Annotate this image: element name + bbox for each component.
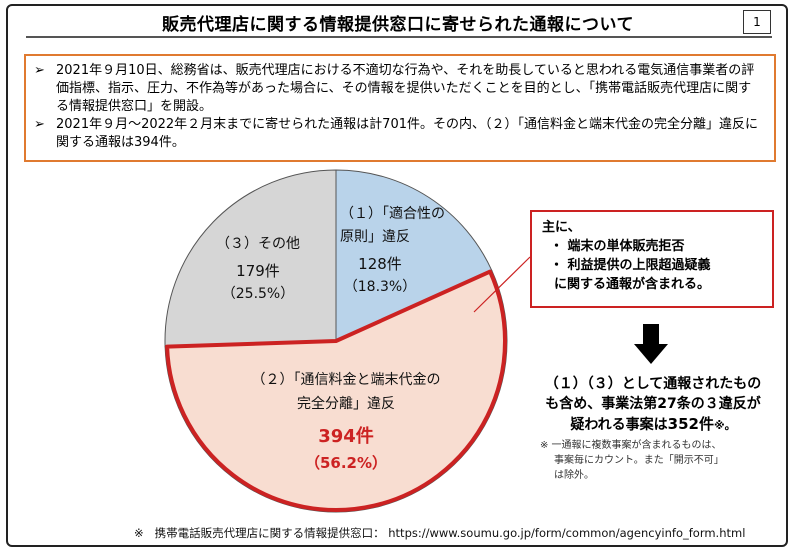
slice-count: 128件 bbox=[358, 255, 402, 273]
footnote-line: は除外。 bbox=[554, 470, 594, 481]
bullet-arrow-icon: ➢ bbox=[34, 117, 45, 132]
summary-bullet: ➢ 2021年９月10日、総務省は、販売代理店における不適切な行為や、それを助長… bbox=[34, 62, 764, 116]
slice-label: 完全分離」違反 bbox=[297, 395, 395, 412]
summary-box: ➢ 2021年９月10日、総務省は、販売代理店における不適切な行為や、それを助長… bbox=[24, 54, 776, 162]
summary-text: 2021年９月10日、総務省は、販売代理店における不適切な行為や、それを助長して… bbox=[56, 63, 755, 114]
footnote-line: ※ 一通報に複数事案が含まれるものは、 bbox=[540, 440, 722, 451]
slice-percent: （25.5%） bbox=[222, 286, 294, 302]
conclusion-suffix: ※。 bbox=[713, 419, 736, 432]
callout-footer: に関する通報が含まれる。 bbox=[554, 277, 711, 292]
footnote-line: 事案毎にカウント。また「開示不可」 bbox=[554, 455, 724, 466]
footnote: ※ 一通報に複数事案が含まれるものは、 事案毎にカウント。また「開示不可」 は除… bbox=[540, 438, 780, 483]
conclusion-prefix: 疑われる事案は bbox=[570, 417, 668, 433]
bullet-arrow-icon: ➢ bbox=[34, 63, 45, 78]
conclusion-line: 疑われる事案は352件※。 bbox=[528, 414, 778, 436]
down-arrow-icon bbox=[634, 324, 668, 364]
footer-link[interactable]: 携帯電話販売代理店に関する情報提供窓口： https://www.soumu.g… bbox=[154, 526, 746, 540]
pie-slice-highlight bbox=[165, 269, 507, 512]
callout-connector bbox=[473, 256, 531, 313]
callout-item: ・ 端末の単体販売拒否 bbox=[550, 239, 685, 254]
slice-label: （１）「適合性の bbox=[340, 205, 445, 222]
slice-percent: （18.3%） bbox=[344, 279, 416, 295]
slice-percent: （56.2%） bbox=[305, 454, 387, 472]
page-number: 1 bbox=[743, 10, 771, 34]
summary-text: 2021年９月～2022年２月末までに寄せられた通報は計701件。その内、（２）… bbox=[56, 117, 758, 150]
pie-slice-suitability bbox=[335, 169, 493, 342]
conclusion-line: も含め、事業法第27条の３違反が bbox=[545, 396, 761, 412]
slice-count: 179件 bbox=[236, 262, 280, 280]
slice-label: （３）その他 bbox=[216, 236, 300, 252]
slice-count: 394件 bbox=[318, 425, 374, 447]
pie-slice-other bbox=[164, 169, 337, 348]
slice-label: 原則」違反 bbox=[340, 229, 410, 245]
summary-bullet: ➢ 2021年９月～2022年２月末までに寄せられた通報は計701件。その内、（… bbox=[34, 116, 764, 152]
footer-marker: ※ bbox=[134, 526, 144, 540]
page-title: 販売代理店に関する情報提供窓口に寄せられた通報について bbox=[162, 15, 634, 35]
callout-intro: 主に、 bbox=[542, 220, 581, 235]
conclusion-line: （１）（３）として通報されたもの bbox=[544, 376, 762, 392]
source-footer: ※ 携帯電話販売代理店に関する情報提供窓口： https://www.soumu… bbox=[134, 525, 745, 541]
callout-item: ・ 利益提供の上限超過疑義 bbox=[550, 258, 711, 273]
slice-label: （２）「通信料金と端末代金の bbox=[252, 372, 441, 388]
title-underline bbox=[26, 36, 772, 38]
conclusion-count: 352件 bbox=[667, 415, 714, 433]
conclusion-text: （１）（３）として通報されたもの も含め、事業法第27条の３違反が 疑われる事案… bbox=[528, 374, 778, 436]
callout-box: 主に、 ・ 端末の単体販売拒否 ・ 利益提供の上限超過疑義 に関する通報が含まれ… bbox=[530, 210, 774, 308]
